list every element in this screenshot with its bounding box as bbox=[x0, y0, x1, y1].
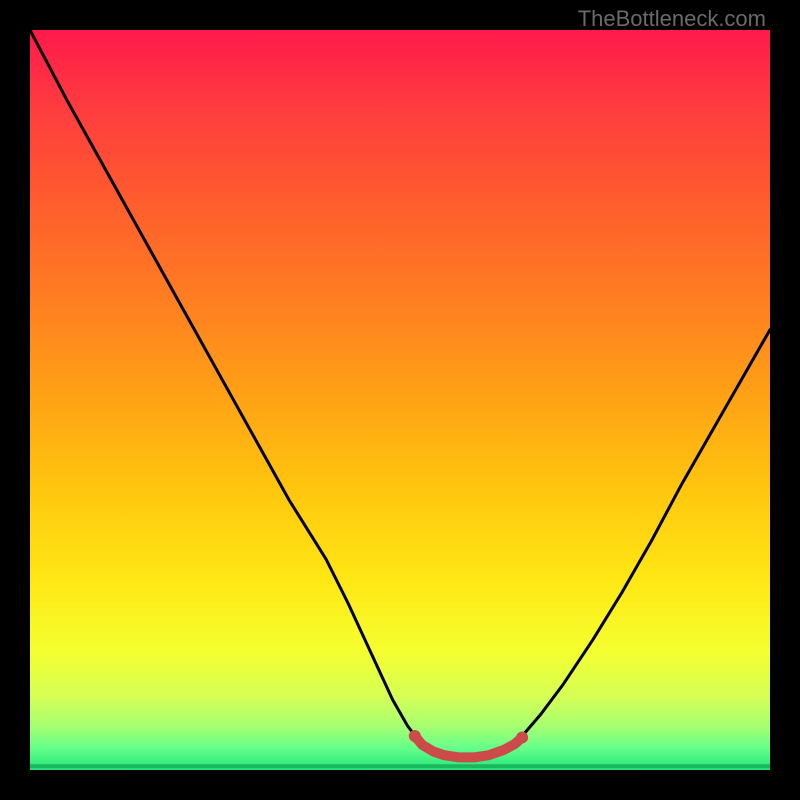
bottleneck-trough bbox=[415, 736, 522, 757]
curve-overlay bbox=[30, 30, 770, 770]
chart-frame: TheBottleneck.com bbox=[0, 0, 800, 800]
watermark-text: TheBottleneck.com bbox=[578, 6, 766, 32]
plot-area bbox=[30, 30, 770, 770]
bottleneck-curve-left bbox=[30, 30, 419, 740]
bottleneck-curve-right bbox=[518, 330, 770, 741]
